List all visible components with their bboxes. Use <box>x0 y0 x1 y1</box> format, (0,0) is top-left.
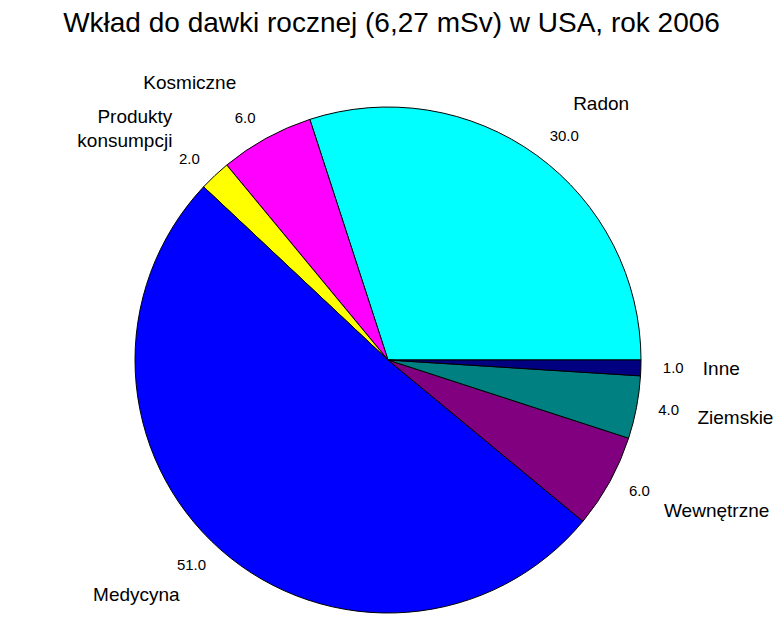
data-label: 6.0 <box>629 482 650 499</box>
category-label: Medycyna <box>93 584 180 605</box>
category-label: Radon <box>573 93 629 114</box>
labels: 30.0 Radon 6.0 Kosmiczne 2.0 Produkty konsump… <box>72 72 773 605</box>
chart: Wkład do dawki rocznej (6,27 mSv) w USA,… <box>0 0 783 630</box>
slice <box>388 360 641 438</box>
slices <box>135 107 641 613</box>
data-label: 51.0 <box>177 556 206 573</box>
category-label: Inne <box>703 358 740 379</box>
slice <box>388 360 641 376</box>
category-label: Kosmiczne <box>143 72 236 93</box>
data-label: 6.0 <box>235 109 256 126</box>
category-label: Wewnętrzne <box>664 500 769 521</box>
category-label: Ziemskie <box>697 407 773 428</box>
data-label: 2.0 <box>179 150 200 167</box>
data-label: 1.0 <box>663 359 684 376</box>
title: Wkład do dawki rocznej (6,27 mSv) w USA,… <box>63 7 720 38</box>
data-label: 4.0 <box>658 401 679 418</box>
data-label: 30.0 <box>550 127 579 144</box>
category-label: Produkty konsumpcji <box>72 106 173 151</box>
